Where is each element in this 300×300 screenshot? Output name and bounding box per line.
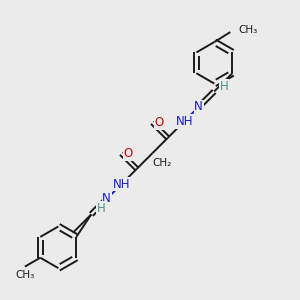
Text: O: O — [155, 116, 164, 129]
Text: N: N — [102, 192, 111, 206]
Text: N: N — [194, 100, 203, 113]
Text: CH₃: CH₃ — [15, 270, 34, 280]
Text: NH: NH — [176, 115, 193, 128]
Text: H: H — [97, 202, 106, 215]
Text: NH: NH — [112, 178, 130, 191]
Text: CH₂: CH₂ — [152, 158, 172, 168]
Text: H: H — [220, 80, 229, 93]
Text: CH₃: CH₃ — [238, 25, 257, 35]
Text: O: O — [124, 147, 133, 160]
